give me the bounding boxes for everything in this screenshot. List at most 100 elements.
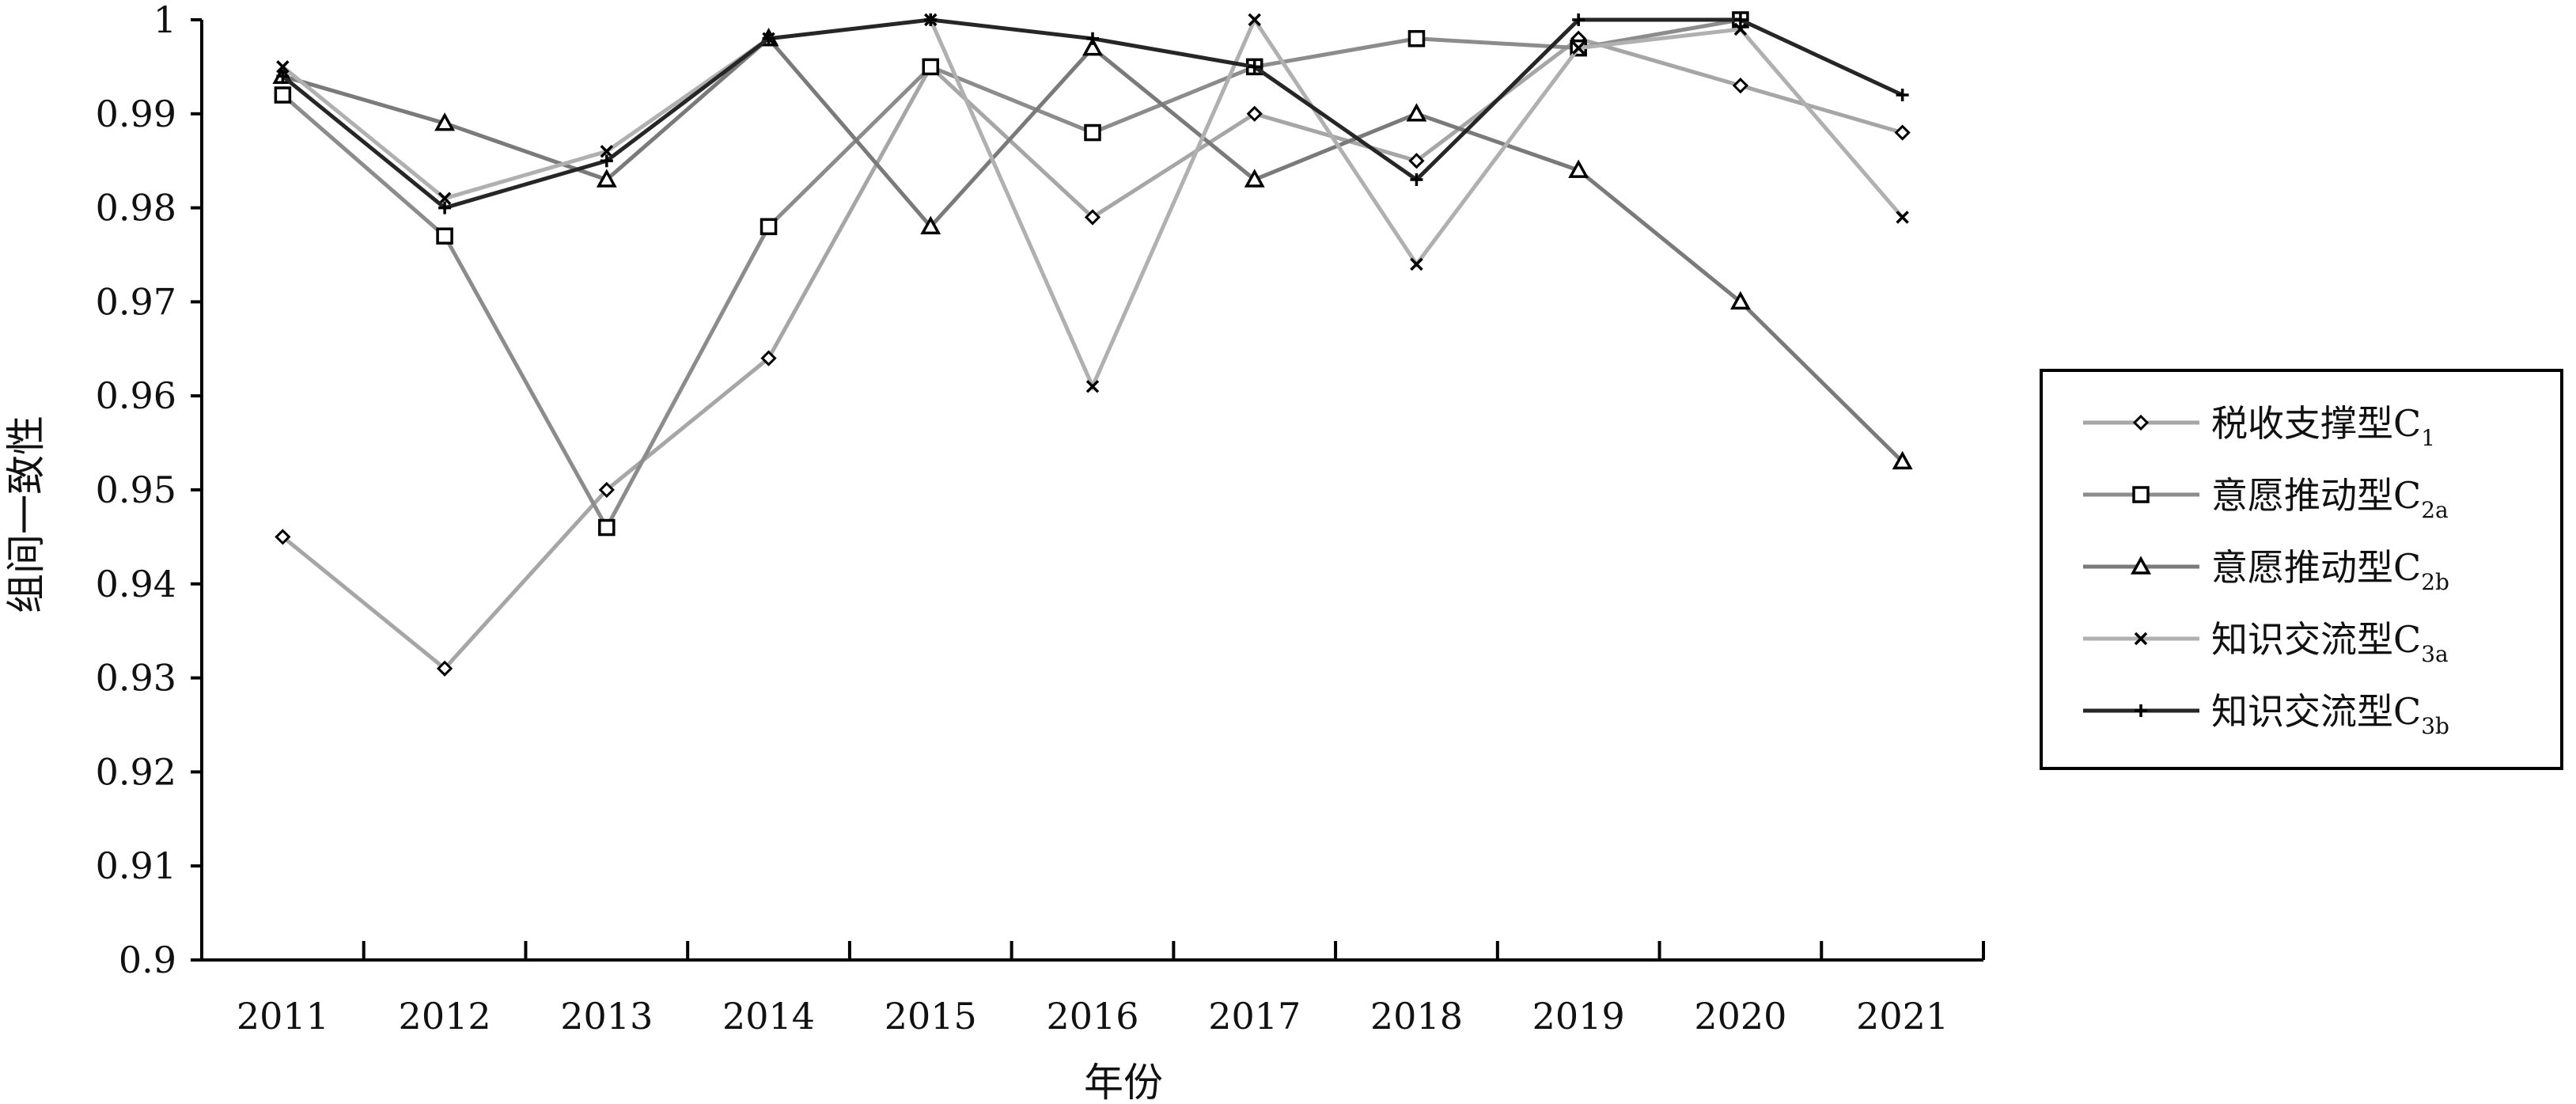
plus-marker-legend-3b: [2135, 704, 2147, 717]
triangle-marker-2b-2019: [1568, 159, 1589, 178]
x-marker-3a-2020: [1733, 22, 1748, 36]
y-tick-label: 0.94: [96, 563, 176, 605]
legend-item-2a: 意愿推动型C2a: [2083, 474, 2449, 523]
diamond-marker-1-2014: [760, 350, 777, 366]
series-3b: [276, 13, 1909, 214]
triangle-marker-2b-2017: [1244, 169, 1265, 188]
square-marker-2a-2013: [598, 518, 616, 537]
y-tick-label: 0.93: [96, 657, 176, 700]
axes: 0.9 0.91 0.92 0.93 0.94 0.95 0.96 0.97 0.98 0.99 1…: [96, 0, 1985, 1038]
triangle-marker-2b-2021: [1892, 450, 1913, 470]
square-marker-2a-2014: [760, 218, 778, 236]
square-marker-2a-2016: [1084, 123, 1101, 142]
square-marker-2a-2018: [1407, 30, 1426, 47]
series-2a: [274, 11, 1749, 537]
y-tick-label: 0.9: [119, 939, 176, 981]
diamond-marker-1-2021: [1894, 124, 1911, 141]
x-tick-label: 2012: [399, 995, 491, 1038]
plus-marker-3b-2018: [1410, 173, 1423, 186]
diamond-marker-1-2016: [1084, 209, 1101, 226]
legend-item-2b: 意愿推动型C2b: [2083, 546, 2449, 595]
legend-subscript: 1: [2421, 425, 2435, 451]
plus-marker-3b-2012: [438, 201, 452, 214]
x-marker-3a-2019: [1571, 41, 1585, 55]
x-tick-label: 2020: [1694, 995, 1786, 1038]
triangle-marker-2b-2020: [1729, 290, 1751, 310]
legend-item-1: 税收支撑型C1: [2083, 402, 2435, 451]
legend-subscript: 2a: [2421, 497, 2449, 523]
y-axis-title: 组间一致性: [3, 415, 49, 613]
legend-box: [2040, 369, 2563, 770]
x-marker-3a-2018: [1410, 257, 1423, 271]
triangle-marker-2b-2015: [920, 215, 941, 235]
diamond-marker-legend-1: [2132, 414, 2150, 431]
plus-marker-3b-2021: [1896, 89, 1909, 102]
y-tick-label: 0.92: [96, 750, 176, 793]
y-tick-label: 0.97: [96, 280, 176, 323]
x-tick-label: 2016: [1046, 995, 1138, 1038]
legend-item-3a: 知识交流型C3a: [2083, 618, 2449, 667]
plus-marker-3b-2020: [1733, 13, 1747, 26]
x-tick-label: 2014: [722, 995, 815, 1038]
legend-label: 意愿推动型C2b: [2211, 546, 2449, 595]
legend: 税收支撑型C1 意愿推动型C2a 意愿推动型C2b 知识交流型C3a 知识交流型C3b: [2040, 369, 2563, 770]
legend-label: 知识交流型C3b: [2211, 690, 2449, 739]
x-axis-title: 年份: [1084, 1060, 1163, 1104]
square-marker-2a-2012: [436, 227, 453, 245]
legend-subscript: 3a: [2421, 641, 2449, 667]
diamond-marker-1-2011: [275, 529, 291, 545]
y-tick-label: 0.96: [96, 374, 176, 417]
square-marker-legend-2a: [2132, 486, 2150, 503]
y-tick-label: 1: [153, 0, 176, 41]
diamond-marker-1-2018: [1408, 153, 1425, 169]
square-marker-2a-2015: [922, 58, 940, 76]
x-tick-label: 2019: [1532, 995, 1625, 1038]
y-tick-label: 0.99: [96, 93, 176, 135]
x-marker-3a-2013: [600, 145, 614, 158]
x-marker-3a-2016: [1085, 380, 1100, 393]
diamond-marker-1-2012: [436, 660, 453, 677]
x-marker-3a-2011: [276, 60, 290, 74]
triangle-marker-2b-2018: [1406, 103, 1427, 122]
triangle-marker-2b-2016: [1082, 37, 1103, 56]
series-2b: [272, 28, 1913, 470]
series-layer: [272, 11, 1913, 677]
legend-label: 知识交流型C3a: [2211, 618, 2449, 667]
plus-marker-3b-2011: [276, 70, 290, 83]
plus-marker-3b-2017: [1248, 60, 1261, 74]
diamond-marker-1-2020: [1732, 78, 1749, 94]
triangle-marker-legend-2b: [2131, 556, 2151, 575]
y-tick-label: 0.98: [96, 187, 176, 230]
legend-label: 意愿推动型C2a: [2211, 474, 2449, 523]
legend-subscript: 3b: [2421, 713, 2449, 739]
plus-marker-3b-2013: [600, 154, 613, 168]
y-tick-label: 0.91: [96, 844, 176, 887]
series-line-3a: [281, 15, 1904, 392]
plus-marker-3b-2014: [762, 32, 775, 45]
y-tick-label: 0.95: [96, 469, 176, 511]
legend-subscript: 2b: [2421, 569, 2449, 595]
triangle-marker-2b-2013: [596, 169, 617, 188]
x-marker-legend-3a: [2134, 632, 2148, 646]
x-marker-3a-2021: [1896, 211, 1909, 224]
x-marker-3a-2012: [438, 192, 452, 205]
diamond-marker-1-2017: [1246, 105, 1263, 122]
x-tick-label: 2017: [1208, 995, 1301, 1038]
x-tick-label: 2011: [237, 995, 329, 1038]
legend-item-3b: 知识交流型C3b: [2083, 690, 2449, 739]
plus-marker-3b-2016: [1086, 32, 1099, 45]
series-line-2b: [282, 36, 1904, 464]
x-tick-label: 2013: [560, 995, 653, 1038]
series-3a: [276, 13, 1909, 393]
triangle-marker-2b-2012: [434, 112, 456, 131]
legend-label: 税收支撑型C1: [2211, 402, 2435, 451]
plus-marker-3b-2015: [924, 13, 938, 26]
series-line-2a: [281, 17, 1741, 532]
square-marker-2a-2011: [274, 86, 292, 104]
plus-marker-3b-2019: [1572, 13, 1585, 26]
x-tick-label: 2015: [885, 995, 977, 1038]
x-marker-3a-2017: [1248, 13, 1261, 27]
x-tick-label: 2021: [1856, 995, 1949, 1038]
x-tick-label: 2018: [1370, 995, 1463, 1038]
